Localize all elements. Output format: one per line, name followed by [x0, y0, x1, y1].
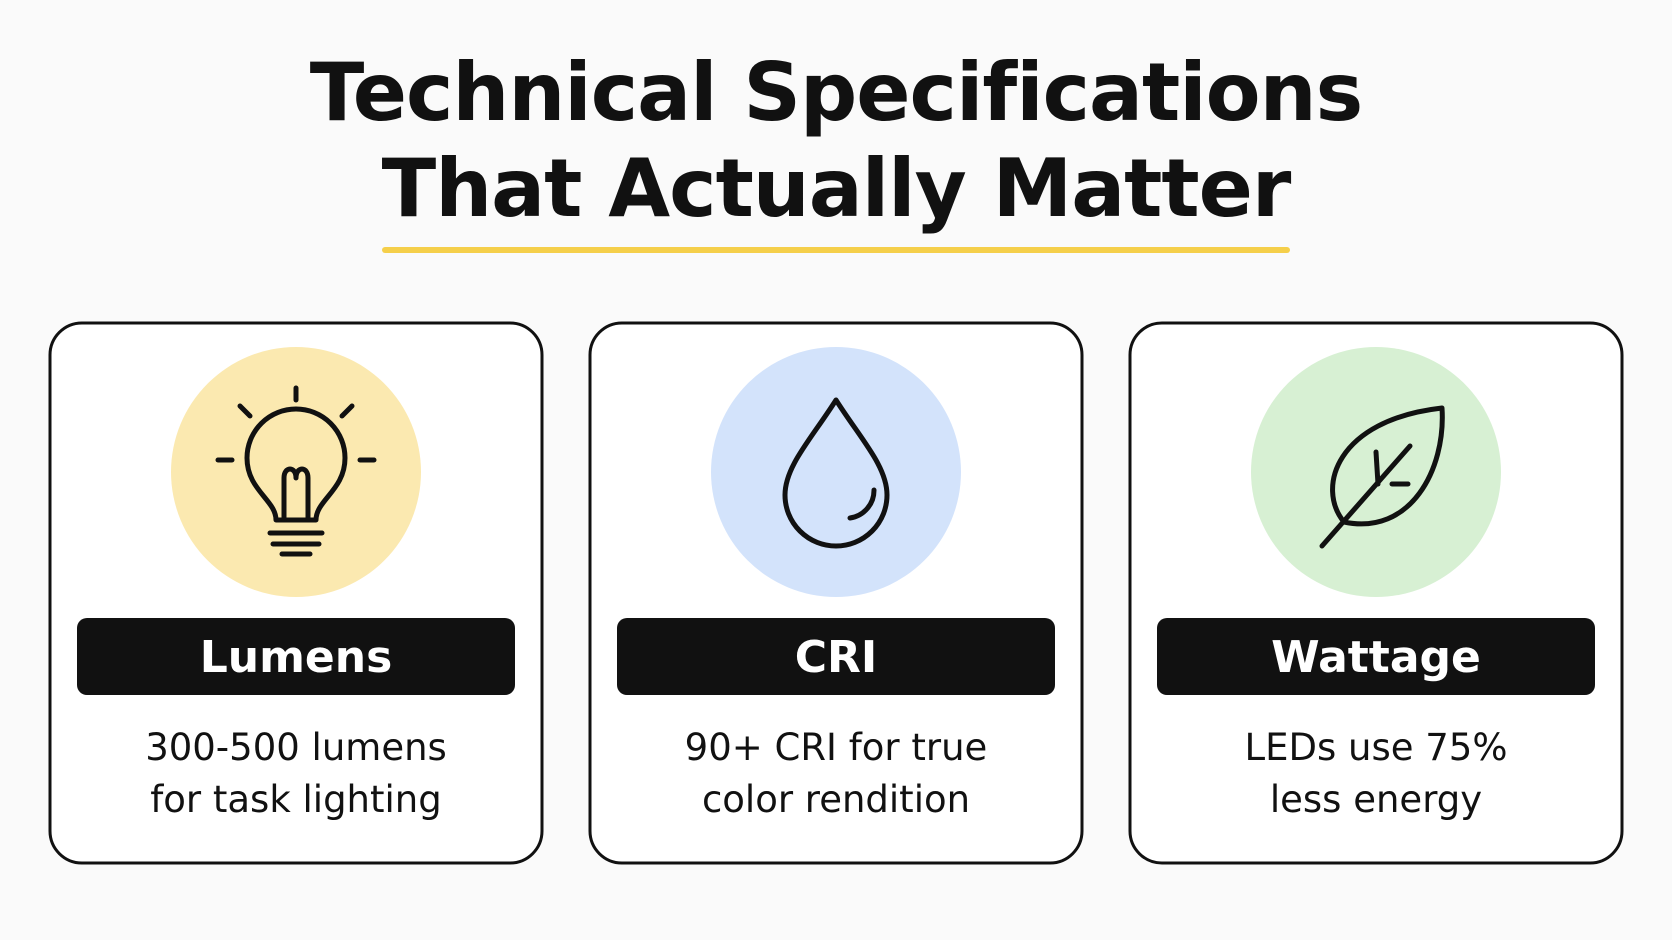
- card: CRI 90+ CRI for true color rendition: [588, 321, 1084, 865]
- card-label: CRI: [795, 632, 878, 683]
- title-line: That Actually Matter: [382, 142, 1292, 235]
- drop-icon: [782, 397, 890, 549]
- icon-circle: [711, 347, 961, 597]
- card: Lumens 300-500 lumens for task lighting: [48, 321, 544, 865]
- title-line: Technical Specifications: [310, 46, 1362, 139]
- card-description: color rendition: [702, 778, 970, 821]
- card-description: for task lighting: [150, 778, 442, 821]
- card-description: less energy: [1270, 778, 1482, 821]
- card-label: Wattage: [1271, 632, 1481, 683]
- label-bar: [1157, 618, 1595, 695]
- leaf-icon: [1319, 405, 1445, 549]
- label-bar: [617, 618, 1055, 695]
- card-description: 90+ CRI for true: [685, 726, 988, 769]
- card-description: 300-500 lumens: [145, 726, 447, 769]
- card: Wattage LEDs use 75% less energy: [1128, 321, 1624, 865]
- card-label: Lumens: [200, 632, 393, 683]
- title-underline: [382, 247, 1290, 253]
- bulb-icon: [215, 385, 377, 557]
- card-description: LEDs use 75%: [1244, 726, 1507, 769]
- label-bar: [77, 618, 515, 695]
